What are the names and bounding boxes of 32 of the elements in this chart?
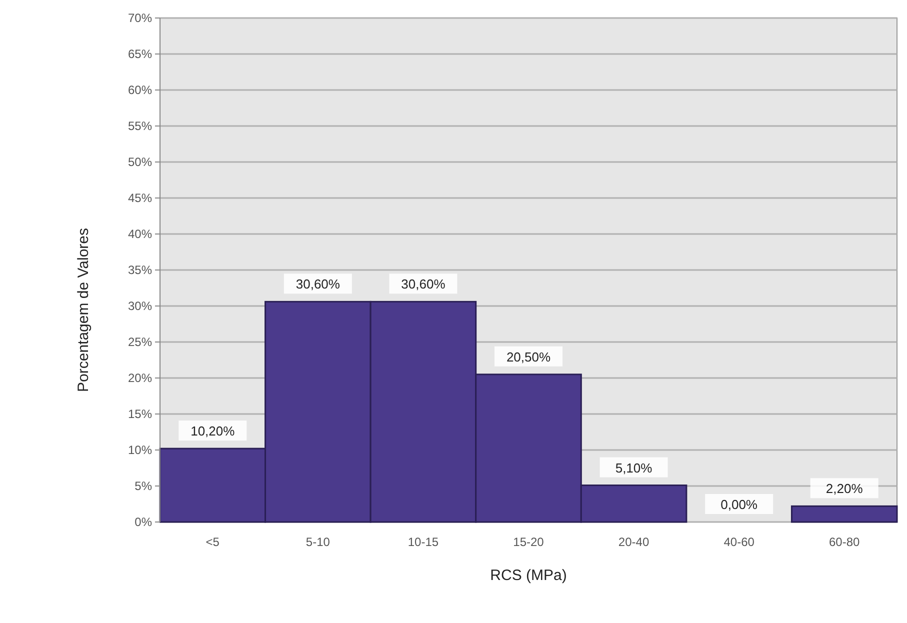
y-tick-label: 15%: [128, 407, 152, 422]
x-axis-title: RCS (MPa): [490, 567, 567, 584]
x-tick-label: 40-60: [724, 535, 755, 549]
y-tick-label: 60%: [128, 83, 152, 98]
y-tick-label: 0%: [134, 515, 152, 530]
x-tick-label: 20-40: [618, 535, 650, 549]
data-label: 0,00%: [720, 497, 758, 512]
x-tick-label: <5: [206, 535, 220, 549]
y-tick-label: 45%: [128, 191, 152, 206]
data-label: 10,20%: [190, 424, 236, 439]
y-tick-label: 10%: [128, 443, 152, 458]
data-label: 2,20%: [826, 481, 864, 496]
x-tick-label: 5-10: [306, 535, 330, 549]
y-tick-label: 5%: [134, 479, 152, 494]
x-tick-label: 10-15: [408, 535, 439, 549]
x-tick-label: 60-80: [829, 535, 860, 549]
y-tick-label: 40%: [128, 227, 152, 242]
bar: [790, 505, 898, 523]
y-tick-label: 30%: [128, 299, 152, 314]
y-tick-label: 65%: [128, 47, 152, 62]
data-label: 5,10%: [615, 460, 653, 476]
data-label: 30,60%: [296, 276, 340, 292]
y-tick-label: 25%: [128, 335, 152, 350]
y-tick-label: 55%: [128, 119, 152, 134]
y-axis-title: Porcentagem de Valores: [75, 228, 92, 392]
y-tick-label: 20%: [128, 371, 152, 386]
data-label: 30,60%: [401, 276, 446, 292]
y-tick-label: 50%: [128, 155, 152, 170]
data-label: 20,50%: [506, 349, 551, 364]
y-tick-label: 70%: [128, 11, 152, 26]
x-tick-label: 15-20: [513, 535, 544, 549]
y-tick-label: 35%: [128, 263, 152, 278]
